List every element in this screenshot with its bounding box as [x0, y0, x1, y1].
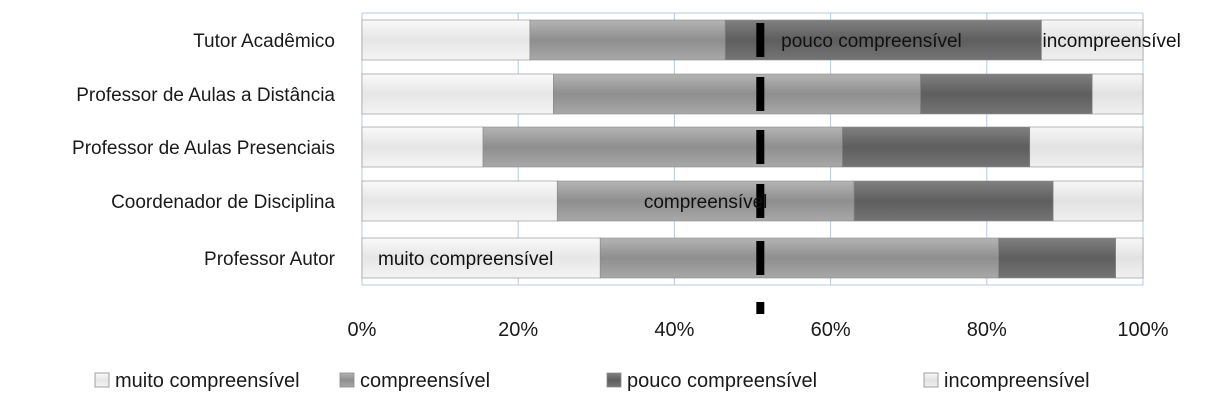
- legend: muito compreensível compreensível pouco co…: [94, 370, 1090, 392]
- bars: [361, 19, 1144, 279]
- bar-professor-de-aulas-presenciais-pouco-compreensivel: [842, 126, 1031, 168]
- bar-professor-de-aulas-presenciais-muito-compreensivel: [361, 126, 484, 168]
- legend-swatch-incompreensivel: [923, 372, 939, 388]
- bar-professor-autor-pouco-compreensivel: [998, 237, 1116, 279]
- legend-label-pouco-compreensivel: pouco compreensível: [627, 370, 817, 392]
- x-tick-label-60: 60%: [811, 319, 851, 341]
- bar-tutor-academico-muito-compreensivel: [361, 19, 531, 61]
- x-axis-tick-labels: 0% 20% 40% 60% 80% 100%: [348, 319, 1169, 341]
- bar-coordenador-de-disciplina-pouco-compreensivel: [853, 180, 1054, 222]
- reference-mark-professor-autor: [756, 241, 765, 275]
- bar-tutor-academico-pouco-compreensivel: [724, 19, 1042, 61]
- bar-professor-autor-incompreensivel: [1115, 237, 1144, 279]
- x-tick-label-100: 100%: [1117, 319, 1168, 341]
- bar-professor-de-aulas-a-distancia-compreensivel: [553, 73, 921, 115]
- data-label-tutor-academico-pouco-compreensivel: pouco compreensível: [781, 31, 962, 52]
- x-tick-label-0: 0%: [348, 319, 377, 341]
- category-label-coordenador-de-disciplina: Coordenador de Disciplina: [111, 192, 335, 213]
- data-labels: muito compreensível compreensível pouco co…: [378, 31, 1181, 270]
- bar-coordenador-de-disciplina-incompreensivel: [1052, 180, 1144, 222]
- x-tick-label-20: 20%: [498, 319, 538, 341]
- bar-coordenador-de-disciplina-compreensivel: [556, 180, 855, 222]
- reference-marker: [756, 23, 765, 314]
- legend-swatch-muito-compreensivel: [94, 372, 110, 388]
- bar-professor-de-aulas-a-distancia-incompreensivel: [1091, 73, 1144, 115]
- category-label-professor-de-aulas-a-distancia: Professor de Aulas a Distância: [76, 85, 335, 106]
- x-tick-label-80: 80%: [967, 319, 1007, 341]
- legend-label-incompreensivel: incompreensível: [944, 370, 1090, 392]
- data-label-tutor-academico-incompreensivel: incompreensível: [1042, 31, 1180, 52]
- category-label-tutor-academico: Tutor Acadêmico: [193, 31, 335, 52]
- category-labels: Professor Autor Coordenador de Disciplina…: [72, 31, 336, 270]
- bar-coordenador-de-disciplina-muito-compreensivel: [361, 180, 558, 222]
- category-label-professor-autor: Professor Autor: [204, 249, 336, 270]
- legend-label-compreensivel: compreensível: [360, 370, 490, 392]
- reference-mark-coordenador-de-disciplina: [756, 184, 765, 218]
- bar-professor-de-aulas-presenciais-compreensivel: [482, 126, 843, 168]
- bar-professor-autor-compreensivel: [599, 237, 999, 279]
- bar-tutor-academico-compreensivel: [529, 19, 726, 61]
- x-tick-label-40: 40%: [654, 319, 694, 341]
- reference-mark-professor-de-aulas-presenciais: [756, 130, 765, 164]
- legend-swatch-pouco-compreensivel: [606, 372, 622, 388]
- legend-label-muito-compreensivel: muito compreensível: [115, 370, 300, 392]
- data-label-coordenador-de-disciplina-compreensivel: compreensível: [644, 192, 768, 213]
- bar-professor-de-aulas-a-distancia-muito-compreensivel: [361, 73, 554, 115]
- bar-professor-autor-muito-compreensivel: [361, 237, 601, 279]
- legend-swatch-compreensivel: [339, 372, 355, 388]
- bar-tutor-academico-incompreensivel: [1041, 19, 1144, 61]
- reference-mark-axis: [756, 302, 765, 314]
- data-label-professor-autor-muito-compreensivel: muito compreensível: [378, 249, 553, 270]
- reference-mark-professor-de-aulas-a-distancia: [756, 77, 765, 111]
- category-label-professor-de-aulas-presenciais: Professor de Aulas Presenciais: [72, 138, 335, 159]
- bar-professor-de-aulas-presenciais-incompreensivel: [1029, 126, 1144, 168]
- reference-mark-tutor-academico: [756, 23, 765, 57]
- bar-professor-de-aulas-a-distancia-pouco-compreensivel: [920, 73, 1093, 115]
